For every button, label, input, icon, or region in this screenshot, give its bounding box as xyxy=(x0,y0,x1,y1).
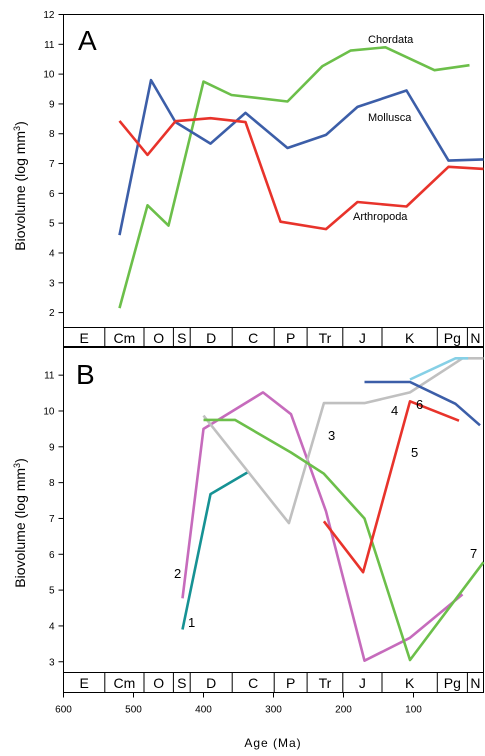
series-line-4 xyxy=(364,380,481,427)
y-tick-label: 5 xyxy=(49,219,55,230)
y-tick-label: 6 xyxy=(49,550,55,561)
x-tick-label: 400 xyxy=(195,705,212,716)
period-label-c: C xyxy=(248,330,258,346)
series-line-1 xyxy=(181,470,250,630)
series-line-2 xyxy=(181,391,464,663)
y-tick-label: 8 xyxy=(49,129,55,140)
y-tick-label: 9 xyxy=(49,99,55,110)
period-label-cm: Cm xyxy=(114,330,136,346)
y-tick-label: 4 xyxy=(49,248,55,259)
panel-b-letter: B xyxy=(76,359,95,390)
period-label-d: D xyxy=(206,330,216,346)
period-label-pg: Pg xyxy=(444,330,461,346)
series-line-3 xyxy=(202,356,484,525)
series-line-chordata xyxy=(118,45,470,309)
panel-b: B Biovolume (log mm3) 3 4 5 6 7 8 9 10 11 E Cm O S D… xyxy=(12,346,485,750)
series-label-arthropoda: Arthropoda xyxy=(353,211,408,223)
y-tick-label: 6 xyxy=(49,189,55,200)
period-label-s: S xyxy=(177,675,186,691)
panel-a-y-axis-label: Biovolume (log mm3) xyxy=(12,121,28,251)
y-tick-label: 9 xyxy=(49,442,55,453)
x-tick-label: 600 xyxy=(55,705,72,716)
y-tick-label: 2 xyxy=(49,308,55,319)
series-line-arthropoda xyxy=(118,116,484,231)
period-label-d: D xyxy=(206,675,216,691)
period-label-c: C xyxy=(248,675,258,691)
y-tick-label: 7 xyxy=(49,514,55,525)
period-label-tr: Tr xyxy=(319,675,332,691)
series-line-5 xyxy=(322,399,460,574)
period-label-k: K xyxy=(405,675,415,691)
period-label-p: P xyxy=(286,330,295,346)
series-label-1: 1 xyxy=(188,615,195,630)
series-line-mollusca xyxy=(118,78,484,236)
period-label-o: O xyxy=(153,330,164,346)
period-label-o: O xyxy=(153,675,164,691)
x-tick-label: 100 xyxy=(405,705,422,716)
series-label-7: 7 xyxy=(470,546,477,561)
y-tick-label: 12 xyxy=(43,10,55,21)
series-line-6 xyxy=(409,356,469,381)
y-tick-label: 11 xyxy=(44,40,55,51)
panel-a: A Biovolume (log mm3) 2 3 4 5 6 7 8 9 10 11 12 E Cm… xyxy=(12,10,484,348)
series-label-5: 5 xyxy=(411,445,418,460)
y-tick-label: 4 xyxy=(49,621,55,632)
period-label-n: N xyxy=(470,330,480,346)
period-label-p: P xyxy=(286,675,295,691)
x-tick-label: 300 xyxy=(265,705,282,716)
y-tick-label: 10 xyxy=(43,70,55,81)
y-tick-label: 11 xyxy=(44,371,55,382)
y-tick-label: 3 xyxy=(49,657,55,668)
period-label-s: S xyxy=(177,330,186,346)
period-label-tr: Tr xyxy=(319,330,332,346)
period-label-j: J xyxy=(359,675,366,691)
panel-a-letter: A xyxy=(78,25,97,56)
series-label-2: 2 xyxy=(174,566,181,581)
period-label-n: N xyxy=(470,675,480,691)
x-tick-label: 500 xyxy=(125,705,142,716)
series-label-6: 6 xyxy=(416,397,423,412)
series-label-4: 4 xyxy=(391,403,398,418)
panel-a-plot-frame xyxy=(63,14,484,348)
panel-b-y-axis-label: Biovolume (log mm3) xyxy=(12,458,28,588)
period-label-e: E xyxy=(79,675,88,691)
period-label-k: K xyxy=(405,330,415,346)
y-tick-label: 3 xyxy=(49,278,55,289)
x-tick-label: 200 xyxy=(335,705,352,716)
y-tick-label: 7 xyxy=(49,159,55,170)
y-tick-label: 10 xyxy=(43,406,55,417)
series-label-chordata: Chordata xyxy=(368,34,414,46)
x-axis-label: Age (Ma) xyxy=(244,736,301,750)
period-label-pg: Pg xyxy=(444,675,461,691)
series-line-7 xyxy=(203,418,485,662)
period-label-e: E xyxy=(79,330,88,346)
period-label-cm: Cm xyxy=(114,675,136,691)
series-label-3: 3 xyxy=(328,428,335,443)
y-tick-label: 5 xyxy=(49,586,55,597)
series-label-mollusca: Mollusca xyxy=(368,112,412,124)
y-tick-label: 8 xyxy=(49,478,55,489)
period-label-j: J xyxy=(359,330,366,346)
